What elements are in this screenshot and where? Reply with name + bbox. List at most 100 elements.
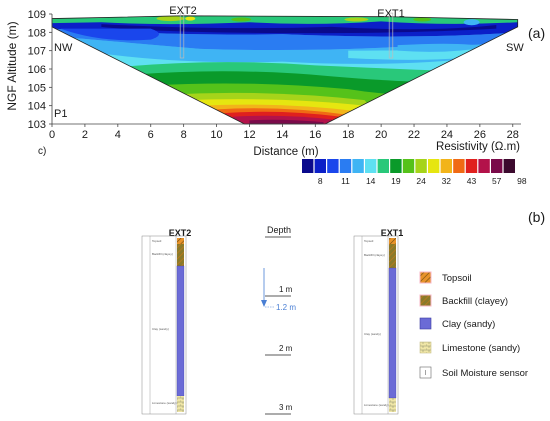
layer-topsoil-ext2 — [177, 238, 184, 244]
color-bar-tick-label: 24 — [416, 176, 426, 186]
borehole-title-ext2: EXT2 — [169, 228, 192, 238]
resistivity-section — [51, 12, 519, 125]
layer-backfill-ext2 — [177, 244, 184, 266]
color-bar-cell — [390, 159, 402, 173]
resistivity-bands — [52, 15, 518, 124]
depth-mark-2m: 2 m — [279, 344, 293, 353]
color-bar-tick-label: 11 — [341, 176, 350, 186]
y-ticks: 103 104 105 106 107 108 109 — [28, 9, 52, 131]
x-tick-label: 18 — [342, 129, 354, 141]
backfill-swatch — [419, 294, 432, 307]
color-bar-tick-label: 32 — [442, 176, 452, 186]
sensor-markers — [179, 12, 394, 59]
y-axis-title: NGF Altitude (m) — [5, 21, 19, 110]
x-tick-label: 20 — [375, 129, 387, 141]
layer-topsoil-ext1 — [389, 238, 396, 244]
log-frame-ext2 — [141, 235, 187, 415]
color-bar-cell — [402, 159, 415, 173]
log-frame-ext1 — [353, 235, 399, 415]
color-bar-cell — [491, 159, 503, 173]
color-bar-cell — [377, 159, 389, 173]
color-bar-cell — [314, 159, 326, 173]
color-bar — [302, 159, 515, 173]
depth-mark-3m: 3 m — [279, 403, 293, 412]
x-tick-label: 6 — [148, 129, 154, 141]
clay-swatch — [419, 317, 432, 330]
surface-patch-3 — [231, 17, 252, 22]
color-bar-tick-label: 14 — [366, 176, 376, 186]
y-tick-label: 105 — [28, 82, 46, 94]
depth-mark-1m: 1 m — [279, 285, 293, 294]
sensor-label-ext2: EXT2 — [169, 5, 197, 17]
x-tick-label: 12 — [243, 129, 255, 141]
x-tick-label: 16 — [309, 129, 321, 141]
band-surface-green — [52, 15, 518, 25]
x-ticks: 0 2 4 6 8 10 12 14 16 18 20 22 24 26 28 — [49, 124, 519, 141]
surface-patch-6 — [463, 19, 480, 26]
band-east-light-blue — [397, 43, 489, 52]
svg-text:Topsoil: Topsoil — [152, 239, 162, 243]
color-bar-cell — [440, 159, 452, 173]
depth-title: Depth — [267, 225, 291, 235]
band-west-lobe — [60, 28, 159, 41]
x-tick-label: 8 — [181, 129, 187, 141]
layer-limestone-ext1 — [389, 398, 396, 412]
legend-label-sensor: Soil Moisture sensor — [442, 368, 528, 379]
layer-limestone-ext2 — [177, 396, 184, 412]
x-axis-title: Distance (m) — [253, 146, 318, 158]
borehole-log-ext1: EXT1 Topsoil Backfill (clayey) Clay (san… — [353, 228, 404, 415]
x-tick-label: 4 — [115, 129, 121, 141]
depth-scale: Depth 1 m 2 m 3 m 1.2 m — [261, 225, 296, 415]
color-bar-cell — [365, 159, 377, 173]
y-tick-label: 108 — [28, 27, 46, 39]
color-bar-cell — [453, 159, 465, 173]
legend-title: Resistivity (Ω.m) — [436, 141, 520, 153]
color-bar-cell — [352, 159, 364, 173]
x-tick-label: 10 — [210, 129, 222, 141]
y-tick-label: 107 — [28, 46, 46, 58]
svg-text:Limestone (sandy): Limestone (sandy) — [152, 401, 177, 405]
color-bar-cell — [478, 159, 490, 173]
panel-label-a: (a) — [528, 25, 545, 41]
x-tick-label: 28 — [507, 129, 519, 141]
layer-clay-ext2 — [176, 265, 185, 397]
sensor-borehole-marker — [179, 12, 185, 59]
y-tick-label: 109 — [28, 9, 46, 21]
borehole-title-ext1: EXT1 — [381, 228, 404, 238]
color-bar-tick-label: 57 — [492, 176, 502, 186]
color-bar-cell — [327, 159, 339, 173]
sensor-depth-arrowhead — [261, 300, 267, 307]
color-bar-tick-label: 98 — [517, 176, 527, 186]
color-bar-cell — [415, 159, 427, 173]
panel-label-b: (b) — [528, 209, 545, 225]
color-bar-cell — [465, 159, 478, 173]
sensor-borehole-marker — [388, 12, 394, 59]
x-tick-label: 14 — [276, 129, 288, 141]
surface-patch-4 — [344, 17, 369, 22]
layer-backfill-ext1 — [389, 244, 396, 268]
legend-label-topsoil: Topsoil — [442, 273, 472, 284]
surface-patch-1 — [156, 16, 185, 22]
surface-patch-2 — [185, 16, 196, 21]
legend-label-limestone: Limestone (sandy) — [442, 343, 520, 354]
y-tick-label: 106 — [28, 64, 46, 76]
sensor-depth-label: 1.2 m — [276, 303, 296, 312]
band-mid-blue — [52, 28, 518, 51]
color-bar-tick-labels: 8 11 14 19 24 32 43 57 98 — [318, 176, 527, 186]
topsoil-swatch — [419, 271, 432, 284]
resistivity-legend: Resistivity (Ω.m) 8 11 14 19 24 32 43 57 98 — [302, 141, 527, 186]
svg-text:Backfill (clayey): Backfill (clayey) — [152, 252, 173, 256]
y-tick-label: 103 — [28, 119, 46, 131]
color-bar-tick-label: 8 — [318, 176, 323, 186]
svg-text:Clay (sandy): Clay (sandy) — [364, 332, 381, 336]
direction-left: NW — [54, 42, 73, 54]
legend-label-backfill: Backfill (clayey) — [442, 296, 508, 307]
svg-text:Topsoil: Topsoil — [364, 239, 374, 243]
svg-text:Clay (sandy): Clay (sandy) — [152, 327, 169, 331]
x-tick-label: 2 — [82, 129, 88, 141]
color-bar-tick-label: 43 — [467, 176, 477, 186]
section-outline — [51, 15, 519, 125]
x-tick-label: 24 — [441, 129, 453, 141]
